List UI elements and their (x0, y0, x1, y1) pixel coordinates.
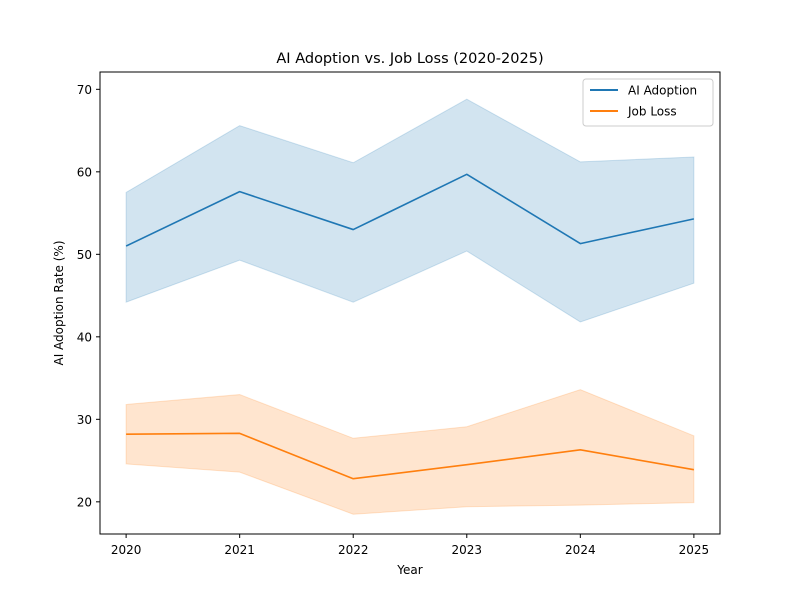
legend-label-ai-adoption: AI Adoption (628, 84, 697, 98)
x-axis: 2020 2021 2022 2023 2024 2025 (111, 534, 709, 557)
x-tick-label: 2025 (679, 543, 710, 557)
y-tick-label: 40 (77, 330, 92, 344)
x-tick-label: 2024 (565, 543, 596, 557)
y-tick-label: 60 (77, 165, 92, 179)
chart-title: AI Adoption vs. Job Loss (2020-2025) (276, 51, 543, 67)
legend: AI Adoption Job Loss (582, 78, 714, 127)
band-job-loss (125, 389, 695, 515)
y-tick-label: 50 (77, 248, 92, 262)
y-tick-label: 20 (77, 495, 92, 509)
series-lines (125, 173, 695, 480)
y-axis-label: AI Adoption Rate (%) (52, 240, 66, 365)
line-ai-adoption (125, 173, 695, 247)
x-axis-label: Year (396, 563, 422, 577)
y-tick-label: 30 (77, 413, 92, 427)
confidence-bands (125, 98, 695, 515)
y-tick-label: 70 (77, 83, 92, 97)
plot-frame (99, 71, 721, 535)
legend-label-job-loss: Job Loss (627, 105, 677, 119)
x-tick-label: 2022 (338, 543, 369, 557)
band-ai-adoption (125, 98, 695, 323)
line-job-loss (126, 432, 695, 480)
x-tick-label: 2023 (452, 543, 483, 557)
x-tick-label: 2020 (111, 543, 142, 557)
y-axis: 20 30 40 50 60 70 (77, 83, 100, 509)
x-tick-label: 2021 (224, 543, 255, 557)
